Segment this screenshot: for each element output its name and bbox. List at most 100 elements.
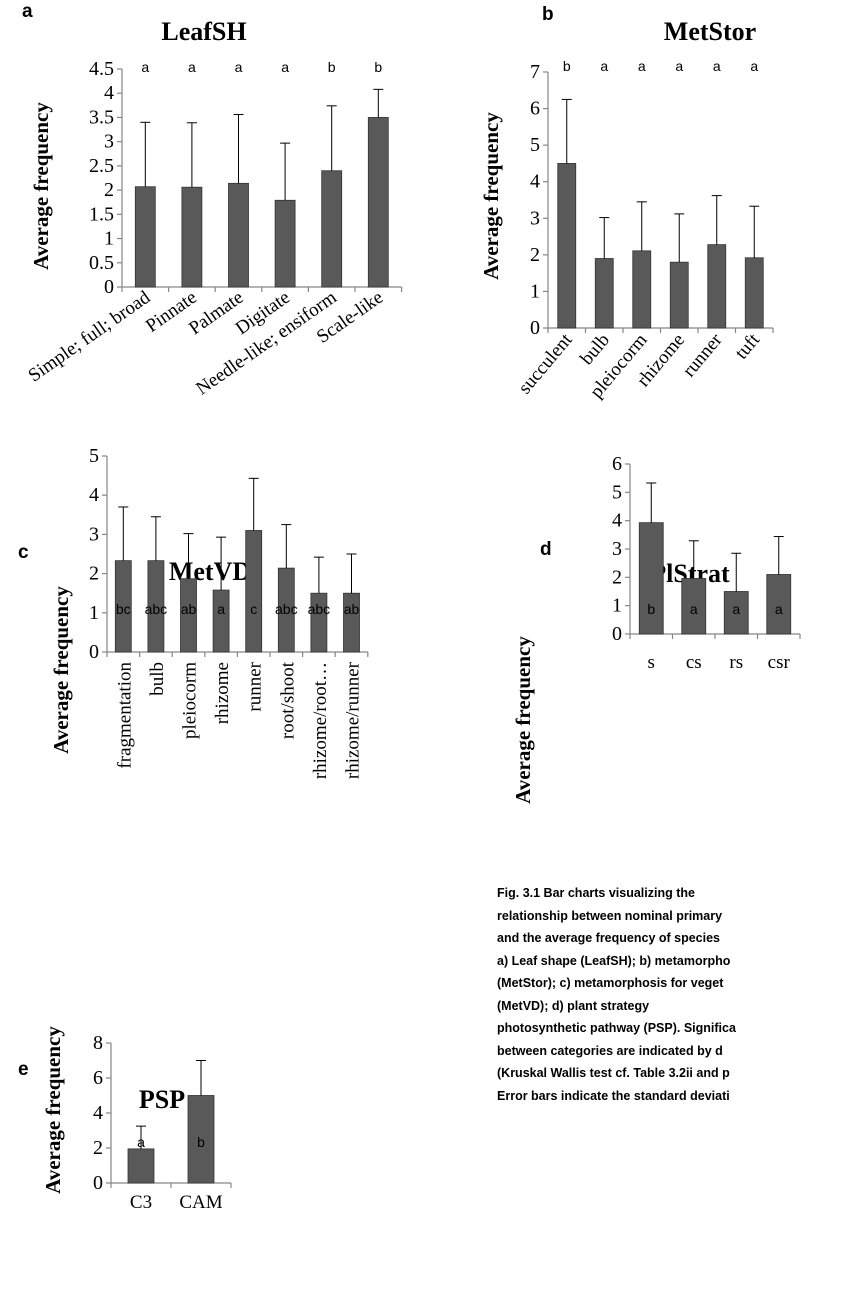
x-category-label: cs (686, 652, 702, 673)
y-tick-label: 0 (89, 641, 99, 663)
significance-label: a (600, 58, 608, 74)
y-tick-label: 0 (612, 623, 622, 645)
y-tick-label: 4.5 (89, 58, 114, 80)
x-category-label: s (648, 652, 655, 673)
x-category-label: fragmentation (114, 662, 135, 769)
y-tick-label: 6 (612, 453, 622, 475)
y-tick-label: 2 (93, 1137, 103, 1159)
y-tick-label: 5 (612, 481, 622, 503)
significance-label: ab (344, 601, 360, 617)
bar (669, 261, 689, 329)
chart-title-b: MetStor (664, 17, 756, 46)
y-tick-label: 6 (93, 1067, 103, 1089)
significance-label: a (137, 1134, 145, 1150)
y-tick-label: 4 (93, 1102, 103, 1124)
significance-label: abc (308, 601, 331, 617)
y-axis-label-a: Average frequency (29, 102, 53, 270)
bar (638, 522, 664, 635)
x-category-label: tuft (731, 329, 765, 363)
caption-line: (MetVD); d) plant strategy (497, 998, 650, 1013)
x-category-label: rs (729, 652, 743, 673)
chart-title-a: LeafSH (161, 17, 246, 46)
significance-label: a (690, 601, 698, 617)
y-tick-label: 4 (612, 510, 622, 532)
caption-line: and the average frequency of species (497, 931, 721, 945)
bar (181, 186, 203, 288)
significance-label: b (563, 58, 571, 74)
y-tick-label: 6 (530, 98, 540, 120)
y-tick-label: 1 (612, 595, 622, 617)
y-tick-label: 1 (104, 228, 114, 250)
significance-label: a (141, 59, 149, 75)
bar (127, 1148, 155, 1184)
significance-label: a (638, 58, 646, 74)
y-tick-label: 0.5 (89, 252, 114, 274)
y-tick-label: 0 (530, 317, 540, 339)
panel-letter-e: e (18, 1059, 29, 1080)
x-category-label: rhizome (212, 662, 233, 724)
panel-letter-d: d (540, 539, 552, 560)
significance-label: ab (181, 601, 197, 617)
bar (367, 117, 389, 288)
y-tick-label: 1.5 (89, 203, 114, 225)
y-tick-label: 3.5 (89, 106, 114, 128)
y-tick-label: 4 (530, 171, 540, 193)
caption-line: Fig. 3.1 Bar charts visualizing the (497, 886, 695, 900)
bar (212, 589, 230, 653)
significance-label: a (713, 58, 721, 74)
x-category-label: succulent (514, 329, 577, 398)
significance-label: a (235, 59, 243, 75)
y-tick-label: 2 (612, 566, 622, 588)
y-tick-label: 0 (93, 1172, 103, 1194)
significance-label: a (675, 58, 683, 74)
y-tick-label: 2.5 (89, 155, 114, 177)
y-axis-label-d: Average frequency (511, 636, 535, 804)
significance-label: b (197, 1134, 205, 1150)
y-tick-label: 4 (89, 484, 99, 506)
bar (187, 1095, 215, 1184)
panel-letter-c: c (18, 542, 29, 563)
significance-label: a (775, 601, 783, 617)
caption-line: photosynthetic pathway (PSP). Significa (497, 1021, 736, 1035)
y-tick-label: 0 (104, 276, 114, 298)
y-tick-label: 1 (530, 280, 540, 302)
x-category-label: root/shoot (277, 661, 298, 739)
chart-title-e: PSP (139, 1085, 185, 1114)
panel-letter-b: b (542, 4, 554, 25)
y-tick-label: 5 (89, 445, 99, 467)
significance-label: b (647, 601, 655, 617)
caption-line: (MetStor); c) metamorphosis for veget (497, 976, 724, 990)
bar (632, 250, 652, 329)
x-category-label: rhizome/runner (343, 661, 364, 779)
y-tick-label: 3 (89, 523, 99, 545)
caption-line: relationship between nominal primary (497, 908, 723, 923)
y-tick-label: 4 (104, 82, 114, 104)
y-tick-label: 8 (93, 1032, 103, 1054)
bar (321, 170, 343, 288)
y-tick-label: 2 (104, 179, 114, 201)
y-axis-label-b: Average frequency (479, 112, 503, 280)
panel-letter-a: a (22, 1, 33, 22)
bar (557, 163, 577, 329)
x-category-label: bulb (147, 662, 168, 696)
y-tick-label: 3 (104, 131, 114, 153)
caption-line: a) Leaf shape (LeafSH); b) metamorpho (497, 953, 731, 968)
bar (594, 258, 614, 329)
bar (707, 244, 727, 329)
caption-line: between categories are indicated by d (497, 1043, 723, 1058)
significance-label: abc (275, 601, 298, 617)
y-tick-label: 3 (530, 207, 540, 229)
significance-label: a (281, 59, 289, 75)
significance-label: a (188, 59, 196, 75)
x-category-label: runner (245, 661, 266, 711)
y-tick-label: 2 (530, 244, 540, 266)
bar (228, 182, 249, 288)
bar (744, 257, 764, 329)
significance-label: b (328, 59, 336, 75)
y-tick-label: 1 (89, 602, 99, 624)
x-category-label: rhizome/root… (310, 662, 331, 779)
x-category-label: runner (679, 329, 727, 381)
significance-label: b (374, 59, 382, 75)
x-category-label: csr (768, 652, 791, 673)
